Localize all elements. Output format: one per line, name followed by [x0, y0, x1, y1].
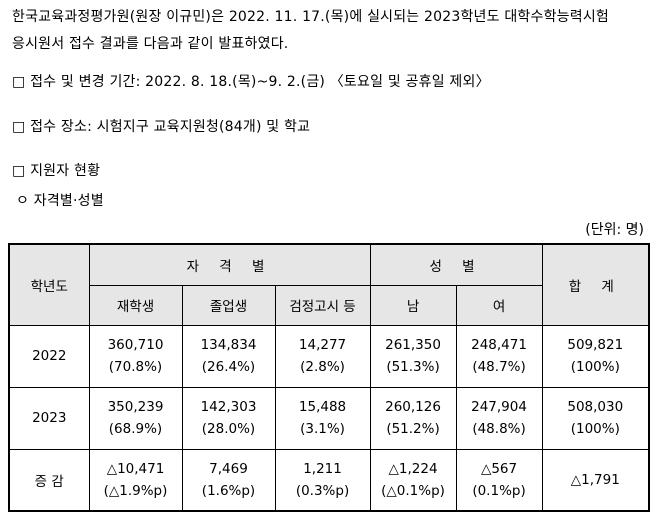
- cell-ged: 15,488 (3.1%): [274, 386, 371, 450]
- bullet-text: 접수 및 변경 기간: 2022. 8. 18.(목)~9. 2.(금) 〈토요…: [30, 74, 490, 90]
- cell-male: 260,126 (51.2%): [369, 386, 457, 450]
- bullet-text: 접수 장소: 시험지구 교육지원청(84개) 및 학교: [30, 119, 311, 135]
- header-year: 학년도: [8, 243, 90, 326]
- table-row: 증 감 △10,471 (△1.9%p) 7,469 (1.6%p) 1,211 (0…: [8, 448, 650, 512]
- cell-female: 247,904 (48.8%): [455, 386, 543, 450]
- bullet-period: □ 접수 및 변경 기간: 2022. 8. 18.(목)~9. 2.(금) 〈…: [12, 71, 490, 91]
- cell-total: △1,791: [541, 448, 650, 512]
- cell-graduate: 142,303 (28.0%): [181, 386, 276, 450]
- row-label: 증 감: [8, 448, 90, 512]
- sub-bullet-marker: ㅇ: [16, 193, 30, 209]
- bullet-marker: □: [12, 74, 26, 90]
- intro-line-2: 응시원서 접수 결과를 다음과 같이 발표하였다.: [12, 36, 289, 52]
- header-gender: 성 별: [369, 243, 543, 286]
- unit-note: (단위: 명): [585, 222, 644, 238]
- cell-enrolled: 350,239 (68.9%): [88, 386, 183, 450]
- row-label: 2023: [8, 386, 90, 450]
- cell-enrolled: △10,471 (△1.9%p): [88, 448, 183, 512]
- header-enrolled: 재학생: [88, 284, 183, 326]
- applicant-table: 학년도 자 격 별 성 별 합 계 재학생 졸업생 검정고시 등 남 여 202…: [8, 243, 651, 512]
- cell-graduate: 7,469 (1.6%p): [181, 448, 276, 512]
- header-ged: 검정고시 등: [274, 284, 371, 326]
- header-female: 여: [455, 284, 543, 326]
- intro-line-1: 한국교육과정평가원(원장 이규민)은 2022. 11. 17.(목)에 실시되…: [12, 9, 609, 25]
- header-qualification: 자 격 별: [88, 243, 371, 286]
- bullet-text: 지원자 현황: [30, 163, 101, 179]
- cell-male: △1,224 (△0.1%p): [369, 448, 457, 512]
- cell-total: 509,821 (100%): [541, 324, 650, 388]
- bullet-marker: □: [12, 163, 26, 179]
- cell-total: 508,030 (100%): [541, 386, 650, 450]
- sub-bullet-text: 자격별·성별: [33, 193, 104, 209]
- table-row: 2022 360,710 (70.8%) 134,834 (26.4%) 14,27…: [8, 324, 650, 388]
- header-total: 합 계: [541, 243, 650, 326]
- header-graduate: 졸업생: [181, 284, 276, 326]
- cell-female: 248,471 (48.7%): [455, 324, 543, 388]
- bullet-marker: □: [12, 119, 26, 135]
- sub-bullet: ㅇ 자격별·성별: [16, 190, 104, 210]
- header-male: 남: [369, 284, 457, 326]
- cell-female: △567 (0.1%p): [455, 448, 543, 512]
- cell-ged: 14,277 (2.8%): [274, 324, 371, 388]
- cell-male: 261,350 (51.3%): [369, 324, 457, 388]
- cell-graduate: 134,834 (26.4%): [181, 324, 276, 388]
- cell-enrolled: 360,710 (70.8%): [88, 324, 183, 388]
- row-label: 2022: [8, 324, 90, 388]
- cell-ged: 1,211 (0.3%p): [274, 448, 371, 512]
- bullet-location: □ 접수 장소: 시험지구 교육지원청(84개) 및 학교: [12, 116, 310, 136]
- bullet-applicants: □ 지원자 현황: [12, 160, 100, 180]
- table-row: 2023 350,239 (68.9%) 142,303 (28.0%) 15,48…: [8, 386, 650, 450]
